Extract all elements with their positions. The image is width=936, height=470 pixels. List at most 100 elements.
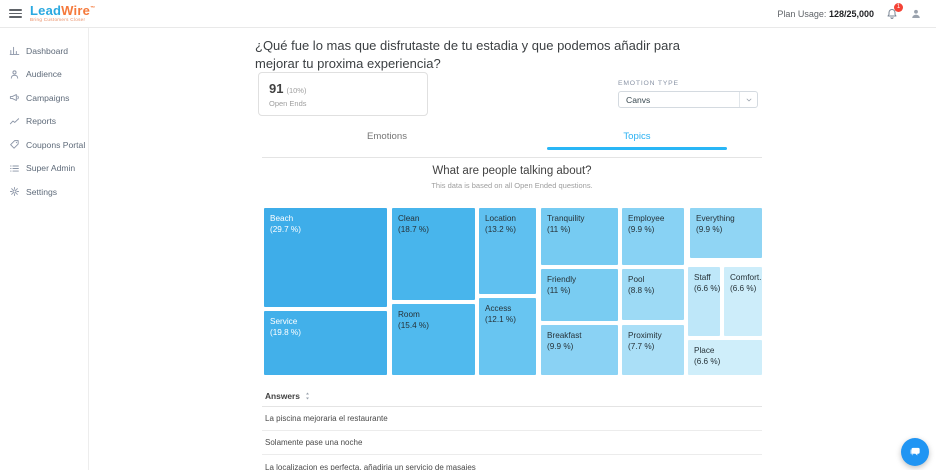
tab-topics[interactable]: Topics xyxy=(512,128,762,150)
treemap-block-breakfast[interactable]: Breakfast (9.9 %) xyxy=(541,325,618,375)
treemap-block-value: (19.8 %) xyxy=(270,328,301,338)
answer-row[interactable]: Solamente pase una noche xyxy=(262,431,762,455)
emotion-type-label: EMOTION TYPE xyxy=(618,80,679,87)
treemap-block-location[interactable]: Location (13.2 %) xyxy=(479,208,536,294)
treemap-subtitle: This data is based on all Open Ended que… xyxy=(431,181,593,190)
treemap-block-friendly[interactable]: Friendly (11 %) xyxy=(541,269,618,321)
account-button[interactable] xyxy=(910,8,922,20)
treemap-block-label: Everything xyxy=(696,214,735,223)
sidebar-item-reports[interactable]: Reports xyxy=(0,110,88,134)
treemap-block-label: Proximity xyxy=(628,331,662,340)
top-bar: LeadWire™ Bring Customers Closer Plan Us… xyxy=(0,0,936,28)
treemap-block-beach[interactable]: Beach (29.7 %) xyxy=(264,208,387,307)
treemap-block-value: (15.4 %) xyxy=(398,321,429,331)
open-ends-card[interactable]: 91 (10%) Open Ends xyxy=(258,72,428,116)
gear-icon xyxy=(10,187,19,197)
sidebar-item-label: Campaigns xyxy=(26,92,70,103)
treemap-block-place[interactable]: Place (6.6 %) xyxy=(688,340,762,375)
tab-emotions[interactable]: Emotions xyxy=(262,128,512,150)
treemap-block-label: Place xyxy=(694,346,715,355)
treemap-block-value: (8.8 %) xyxy=(628,286,655,296)
treemap-block-room[interactable]: Room (15.4 %) xyxy=(392,304,475,375)
plan-usage-label: Plan Usage: xyxy=(777,8,827,19)
treemap-block-label: Employee xyxy=(628,214,665,223)
tab-active-indicator xyxy=(547,147,727,150)
chevron-down-icon xyxy=(739,92,757,107)
chat-widget-button[interactable] xyxy=(901,438,929,466)
treemap-block-value: (11 %) xyxy=(547,225,571,235)
treemap-block-everything[interactable]: Everything (9.9 %) xyxy=(690,208,762,258)
treemap-block-label: Staff xyxy=(694,273,711,282)
treemap-block-label: Beach xyxy=(270,214,294,223)
answer-row[interactable]: La piscina mejoraria el restaurante xyxy=(262,407,762,431)
tab-bar: Emotions Topics xyxy=(262,128,762,150)
open-ends-label: Open Ends xyxy=(269,99,307,108)
treemap-block-tranquility[interactable]: Tranquility (11 %) xyxy=(541,208,618,265)
answers-header-label: Answers xyxy=(265,390,300,401)
sidebar-item-label: Settings xyxy=(26,186,58,197)
dashboard-icon xyxy=(9,47,20,56)
treemap-block-label: Comfort.. xyxy=(730,273,762,282)
treemap-block-label: Pool xyxy=(628,275,645,284)
tab-emotions-label: Emotions xyxy=(367,131,407,142)
treemap-block-staff[interactable]: Staff (6.6 %) xyxy=(688,267,720,336)
treemap-block-pool[interactable]: Pool (8.8 %) xyxy=(622,269,684,320)
open-ends-percent: (10%) xyxy=(286,86,307,95)
treemap-block-proximity[interactable]: Proximity (7.7 %) xyxy=(622,325,684,375)
plan-usage-value: 128/25,000 xyxy=(828,8,874,19)
sidebar: Dashboard Audience Campaigns Reports Cou… xyxy=(0,28,89,470)
sidebar-item-audience[interactable]: Audience xyxy=(0,63,88,87)
sidebar-item-label: Audience xyxy=(26,69,62,80)
main-content: ¿Qué fue lo mas que disfrutaste de tu es… xyxy=(90,28,936,470)
treemap-block-comfort[interactable]: Comfort.. (6.6 %) xyxy=(724,267,762,336)
logo-trademark: ™ xyxy=(90,5,96,12)
notifications-button[interactable]: 1 xyxy=(886,2,903,20)
audience-icon xyxy=(10,70,19,79)
treemap-block-employee[interactable]: Employee (9.9 %) xyxy=(622,208,684,265)
treemap-block-service[interactable]: Service (19.8 %) xyxy=(264,311,387,375)
treemap-block-clean[interactable]: Clean (18.7 %) xyxy=(392,208,475,300)
treemap: Beach (29.7 %) Service (19.8 %) Clean (18.7 %… xyxy=(262,208,762,375)
sort-arrows-icon xyxy=(305,392,309,399)
sidebar-item-super-admin[interactable]: Super Admin xyxy=(0,157,88,181)
treemap-block-access[interactable]: Access (12.1 %) xyxy=(479,298,536,375)
answers-section: Answers La piscina mejoraria el restaura… xyxy=(262,385,762,470)
treemap-block-value: (6.6 %) xyxy=(730,284,757,294)
treemap-block-value: (6.6 %) xyxy=(694,284,720,294)
hamburger-icon xyxy=(8,7,22,21)
campaigns-icon xyxy=(9,94,19,102)
logo-tagline: Bring Customers Closer xyxy=(30,17,86,23)
sidebar-item-campaigns[interactable]: Campaigns xyxy=(0,86,88,110)
sidebar-item-coupons-portal[interactable]: Coupons Portal xyxy=(0,133,88,157)
sidebar-item-label: Dashboard xyxy=(26,45,69,56)
question-title: ¿Qué fue lo mas que disfrutaste de tu es… xyxy=(255,38,680,72)
treemap-block-value: (9.9 %) xyxy=(547,342,574,352)
treemap-block-label: Clean xyxy=(398,214,420,223)
menu-toggle-button[interactable] xyxy=(0,7,30,21)
sidebar-item-label: Super Admin xyxy=(26,163,76,174)
treemap-block-value: (7.7 %) xyxy=(628,342,655,352)
treemap-block-label: Tranquility xyxy=(547,214,585,223)
treemap-block-value: (12.1 %) xyxy=(485,315,516,325)
treemap-block-label: Room xyxy=(398,310,420,319)
sidebar-item-settings[interactable]: Settings xyxy=(0,180,88,204)
treemap-block-value: (13.2 %) xyxy=(485,225,516,235)
emotion-type-select[interactable]: Canvs xyxy=(618,91,758,108)
treemap-block-label: Location xyxy=(485,214,516,223)
treemap-title: What are people talking about? xyxy=(432,165,592,177)
open-ends-count: 91 xyxy=(269,81,284,96)
reports-icon xyxy=(9,118,20,124)
treemap-block-value: (9.9 %) xyxy=(628,225,655,235)
user-icon xyxy=(912,9,920,18)
treemap-block-label: Breakfast xyxy=(547,331,582,340)
answer-row[interactable]: La localizacion es perfecta, añadiria un… xyxy=(265,462,476,470)
emotion-type-value: Canvs xyxy=(626,94,651,105)
notification-badge: 1 xyxy=(894,2,903,12)
sidebar-item-label: Reports xyxy=(26,116,57,127)
sidebar-item-dashboard[interactable]: Dashboard xyxy=(0,39,88,63)
treemap-block-value: (18.7 %) xyxy=(398,225,429,235)
answers-sort-header[interactable]: Answers xyxy=(262,385,762,407)
app-logo[interactable]: LeadWire™ Bring Customers Closer xyxy=(30,4,95,23)
tab-topics-label: Topics xyxy=(623,131,651,142)
bell-icon xyxy=(887,8,897,19)
